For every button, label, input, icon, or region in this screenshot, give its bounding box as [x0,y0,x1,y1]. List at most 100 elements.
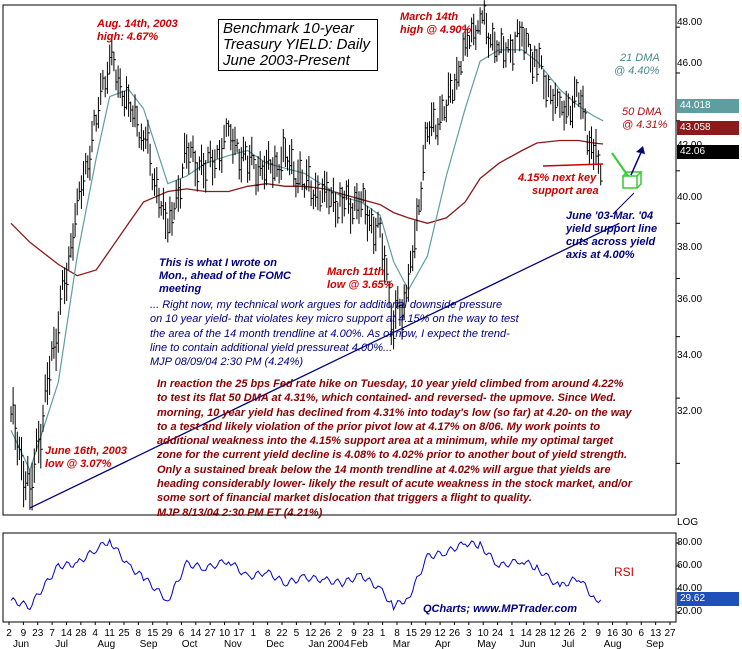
x-tick-label: 29 [420,628,432,639]
commentary-text-block: In reaction the 25 bps Fed rate hike on … [157,377,632,520]
x-tick-label: 26 [564,628,576,639]
navy-arrow-head [636,146,645,154]
rsi-tick-label: 20.00 [677,606,703,617]
x-tick-label: 5 [294,628,300,639]
fomc-line3: meeting [159,283,202,295]
support-pointer-line [542,163,604,167]
x-month-label: Apr [435,639,451,649]
commentary-line: Only a sustained break below the 14 mont… [157,463,611,476]
june16-low-annotation: June 16th, 2003 low @ 3.07% [45,445,127,471]
chart-title-box: Benchmark 10-year Treasury YIELD: Daily … [218,19,378,71]
x-tick-label: 11 [104,628,115,639]
chart-title-line2: Treasury YIELD: Daily [223,36,370,53]
x-tick-label: 28 [75,628,87,639]
quote-line: the area of the 14 month trendline at 4.… [150,327,510,340]
target-zone-box [622,175,638,189]
x-month-label: Jul [562,639,575,649]
aug14-high-annotation: Aug. 14th, 2003 high: 4.67% [97,18,178,44]
rsi-value-badge: 29.62 [677,592,739,606]
x-tick-label: 30 [621,628,633,639]
commentary-line: morning, 10 year yield has declined from… [157,406,632,419]
quote-line: MJP 08/09/04 2:30 PM (4.24%) [150,356,304,369]
chart-title-line1: Benchmark 10-year [223,20,354,37]
y-tick-label: 46.00 [677,58,703,69]
dma21-value-badge: 44.018 [677,99,739,113]
x-tick-label: 15 [147,628,159,639]
x-month-label: Jun [13,639,29,649]
commentary-line: heading considerably lower- likely the r… [157,478,632,491]
x-tick-label: 17 [233,628,245,639]
x-month-label: Oct [182,639,198,649]
x-tick-label: 25 [118,628,130,639]
x-tick-label: 9 [595,628,601,639]
june16-line1: June 16th, 2003 [45,445,127,457]
dma21-line2: @ 4.40% [614,65,660,77]
y-tick-label: 40.00 [677,192,703,203]
x-tick-label: 2 [6,628,12,639]
x-tick-label: 2 [337,628,343,639]
price-plot-frame [2,4,677,516]
target-zone-box-depth [622,171,643,189]
june16-line2: low @ 3.07% [45,458,112,470]
commentary-line: zone for the current yield decline is 4.… [157,449,628,462]
rsi-tick-label: 80.00 [677,537,703,548]
x-tick-label: 12 [549,628,561,639]
x-month-label: Sep [646,639,664,649]
trendline-annotation: June '03-Mar. '04 yield support line cut… [566,210,657,262]
x-tick-label: 13 [650,628,662,639]
x-tick-label: 12 [435,628,447,639]
quote-line: ... Right now, my technical work argues … [150,299,503,311]
x-tick-label: 29 [162,628,174,639]
x-tick-label: 28 [535,628,547,639]
quote-line: line to contain additional yield pressur… [150,341,393,354]
x-tick-label: 1 [509,628,515,639]
x-tick-label: 10 [219,628,231,639]
y-tick-label: 38.00 [677,242,703,253]
trend-line4: axis at 4.00% [566,249,635,261]
fomc-note: This is what I wrote on Mon., ahead of t… [159,257,291,296]
dma21-annotation: 21 DMA @ 4.40% [614,52,660,78]
x-month-label: Feb [351,639,369,649]
x-tick-label: 16 [607,628,619,639]
quote-text-block: ... Right now, my technical work argues … [150,298,519,369]
x-tick-label: 9 [351,628,357,639]
commentary-line: additional weakness into the 4.15% suppo… [157,435,614,448]
y-tick-label: 32.00 [677,406,703,417]
rsi-label: RSI [614,565,635,579]
x-tick-label: 23 [32,628,44,639]
x-tick-label: 15 [406,628,418,639]
mar14-line2: high @ 4.90% [400,24,472,36]
rsi-tick-label: 60.00 [677,560,703,571]
trend-line3: cuts across yield [566,236,656,248]
y-tick-label: 48.00 [677,17,703,28]
dma50-value-badge: 43.058 [677,121,739,135]
log-scale-label: LOG [677,517,699,528]
x-tick-label: 6 [638,628,644,639]
commentary-line: In reaction the 25 bps Fed rate hike on … [157,378,624,390]
x-tick-label: 1 [380,628,386,639]
x-tick-label: 26 [320,628,332,639]
x-month-label: Mar [393,639,411,649]
x-month-label: Jan 2004 [308,639,350,649]
mar11-low-annotation: March 11th low @ 3.65% [327,266,393,292]
trend-line2: yield support line [566,223,658,235]
x-tick-label: 9 [21,628,27,639]
x-month-label: Aug [604,639,622,649]
quote-line: on 10 year yield- that violates key micr… [150,313,519,326]
x-tick-label: 7 [49,628,55,639]
x-tick-label: 22 [276,628,288,639]
mar14-line1: March 14th [400,11,459,23]
commentary-line: MJP 8/13/04 2:30 PM ET (4.21%) [157,506,323,519]
x-month-label: Dec [266,639,284,649]
support-line1: 4.15% next key [518,172,597,184]
mar11-line2: low @ 3.65% [327,279,394,291]
x-month-label: May [477,639,496,649]
x-tick-label: 8 [394,628,400,639]
x-tick-label: 4 [92,628,98,639]
x-tick-label: 14 [61,628,73,639]
chart-title-line3: June 2003-Present [223,52,350,69]
trendline-support-line [29,222,620,509]
y-tick-label: 34.00 [677,350,703,361]
